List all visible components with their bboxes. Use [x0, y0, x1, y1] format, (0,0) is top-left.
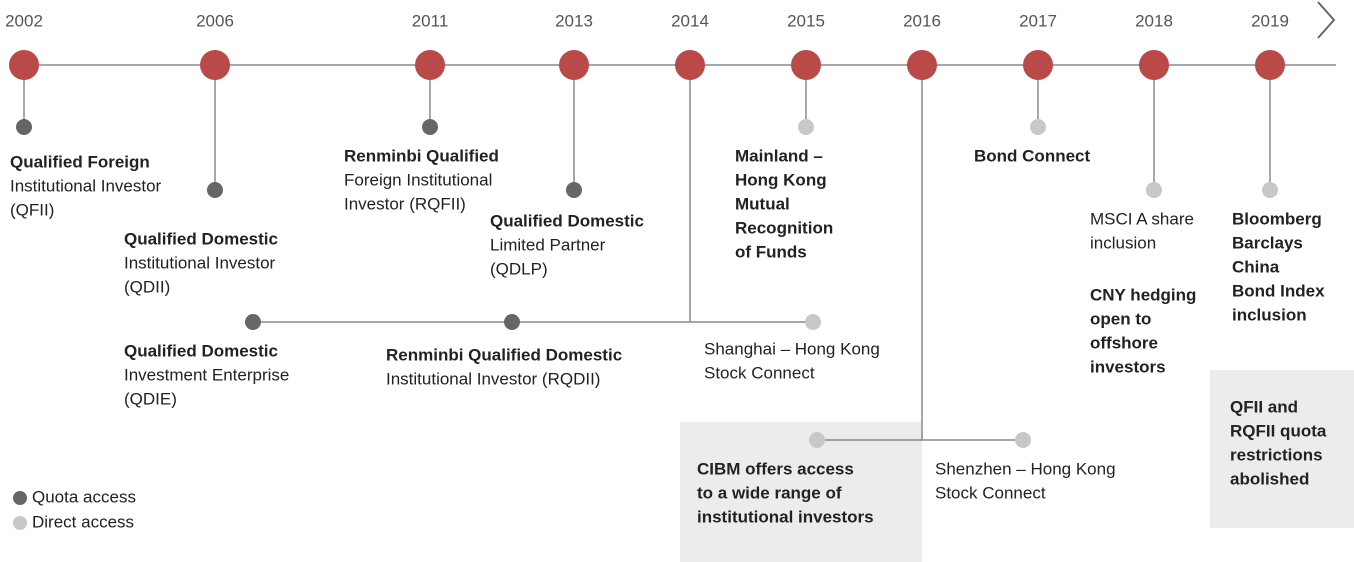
event-text: Investor (RQFII) [344, 194, 466, 213]
direct-dot [1262, 182, 1278, 198]
event-text: CNY hedging [1090, 285, 1196, 304]
event-text: Hong Kong [735, 170, 827, 189]
year-marker [9, 50, 39, 80]
quota-dot [566, 182, 582, 198]
event-text: Institutional Investor [124, 253, 276, 272]
event-text: Stock Connect [704, 363, 815, 382]
event-text: (QDLP) [490, 259, 548, 278]
quota-dot [504, 314, 520, 330]
year-marker [1139, 50, 1169, 80]
event-text: Renminbi Qualified Domestic [386, 345, 622, 364]
event-text: Investment Enterprise [124, 365, 289, 384]
arrow [1317, 1, 1336, 39]
event-text: Renminbi Qualified [344, 146, 499, 165]
year-label: 2013 [555, 11, 593, 30]
event-text: Foreign Institutional [344, 170, 492, 189]
event-text: China [1232, 257, 1280, 276]
year-label: 2014 [671, 11, 709, 30]
event-text: offshore [1090, 333, 1158, 352]
event-text: (QDII) [124, 277, 170, 296]
year-marker [791, 50, 821, 80]
event-text: investors [1090, 357, 1166, 376]
event-text: Limited Partner [490, 235, 606, 254]
event-text: Institutional Investor [10, 176, 162, 195]
event-text: (QDIE) [124, 389, 177, 408]
year-label: 2015 [787, 11, 825, 30]
year-marker [415, 50, 445, 80]
dots [13, 119, 1278, 530]
highlight-box [680, 422, 922, 562]
quota-dot [422, 119, 438, 135]
direct-dot [809, 432, 825, 448]
legend-swatch [13, 516, 27, 530]
direct-dot [805, 314, 821, 330]
event-text: Qualified Foreign [10, 152, 150, 171]
event-text: Stock Connect [935, 483, 1046, 502]
event-text: Qualified Domestic [490, 211, 644, 230]
event-text: abolished [1230, 469, 1309, 488]
quota-dot [207, 182, 223, 198]
year-label: 2016 [903, 11, 941, 30]
year-label: 2011 [412, 11, 449, 30]
event-text: Shanghai – Hong Kong [704, 339, 880, 358]
year-label: 2017 [1019, 11, 1057, 30]
event-text: of Funds [735, 242, 807, 261]
legend-label: Direct access [32, 512, 134, 531]
event-text: Barclays [1232, 233, 1303, 252]
year-label: 2018 [1135, 11, 1173, 30]
event-text: restrictions [1230, 445, 1323, 464]
year-marker [200, 50, 230, 80]
event-text: open to [1090, 309, 1151, 328]
year-label: 2019 [1251, 11, 1289, 30]
event-text: CIBM offers access [697, 459, 854, 478]
direct-dot [1015, 432, 1031, 448]
event-text: Mutual [735, 194, 790, 213]
event-text: Qualified Domestic [124, 229, 278, 248]
event-text: Mainland – [735, 146, 823, 165]
event-text: inclusion [1090, 233, 1156, 252]
year-marker [559, 50, 589, 80]
event-text: Bond Index [1232, 281, 1325, 300]
year-label: 2006 [196, 11, 234, 30]
event-text: Qualified Domestic [124, 341, 278, 360]
event-text: Bloomberg [1232, 209, 1322, 228]
year-marker [907, 50, 937, 80]
direct-dot [1030, 119, 1046, 135]
event-text: QFII and [1230, 397, 1298, 416]
direct-dot [1146, 182, 1162, 198]
year-marker [1023, 50, 1053, 80]
event-text: Bond Connect [974, 146, 1090, 165]
event-text: RQFII quota [1230, 421, 1327, 440]
highlight-box [1210, 370, 1354, 528]
quota-dot [245, 314, 261, 330]
connectors [23, 65, 1271, 441]
event-text: Shenzhen – Hong Kong [935, 459, 1116, 478]
legend-swatch [13, 491, 27, 505]
event-text: Recognition [735, 218, 833, 237]
event-text: institutional investors [697, 507, 874, 526]
event-text: inclusion [1232, 305, 1307, 324]
year-marker [675, 50, 705, 80]
event-text: (QFII) [10, 200, 54, 219]
year-marker [1255, 50, 1285, 80]
legend-label: Quota access [32, 487, 136, 506]
event-text: to a wide range of [697, 483, 842, 502]
event-text: MSCI A share [1090, 209, 1194, 228]
event-text: Institutional Investor (RQDII) [386, 369, 600, 388]
year-label: 2002 [5, 11, 43, 30]
direct-dot [798, 119, 814, 135]
quota-dot [16, 119, 32, 135]
